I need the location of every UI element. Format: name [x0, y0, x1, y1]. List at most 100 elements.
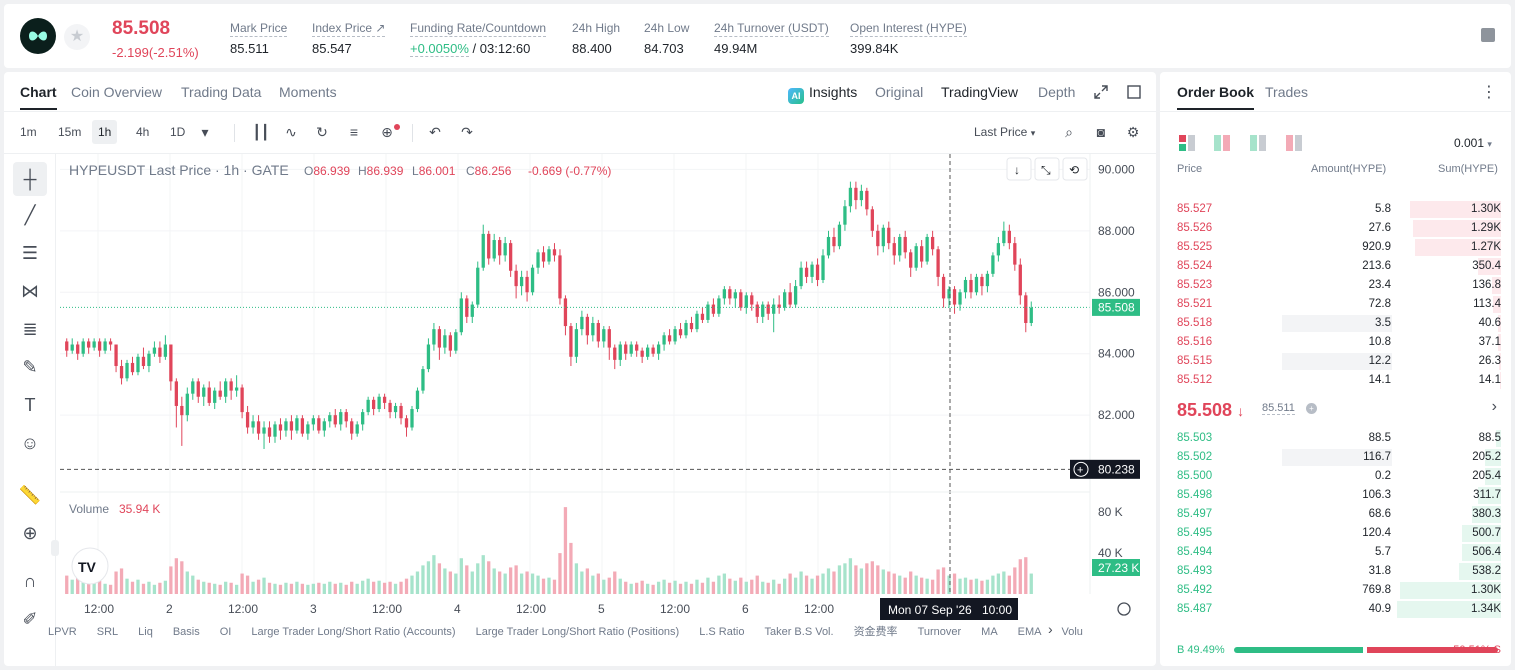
tradingview-logo[interactable]	[71, 547, 109, 585]
expand-icon[interactable]	[1094, 85, 1108, 99]
view-bids-icon[interactable]	[1250, 135, 1266, 151]
fib-icon[interactable]: ≣	[22, 319, 38, 339]
bid-row[interactable]: 85.502 116.7 205.2	[1160, 448, 1511, 467]
pattern-icon[interactable]: ⋈	[21, 281, 39, 301]
indicator-icon[interactable]: ∿	[285, 124, 297, 140]
bid-row[interactable]: 85.500 0.2 205.4	[1160, 467, 1511, 486]
tab-trading-data[interactable]: Trading Data	[181, 84, 262, 100]
funding-rate-value[interactable]: +0.0050%	[410, 41, 469, 57]
restore-pane-button[interactable]	[1062, 157, 1088, 181]
timeframe-1h[interactable]: 1h	[92, 120, 118, 144]
tab-coin-overview[interactable]: Coin Overview	[71, 84, 163, 100]
indicator-toggle[interactable]: LPVR	[48, 626, 77, 638]
collapse-legend-button[interactable]	[1006, 157, 1032, 181]
ask-row[interactable]: 85.521 72.8 113.4	[1160, 295, 1511, 314]
indicator-toggle[interactable]: 资金费率	[853, 626, 898, 638]
precision-select[interactable]: 0.001 ▾	[1454, 136, 1492, 150]
ask-row[interactable]: 85.527 5.8 1.30K	[1160, 200, 1511, 219]
chevron-right-icon[interactable]: ›	[1048, 621, 1053, 637]
tab-depth[interactable]: Depth	[1038, 84, 1076, 100]
indicator-toggle[interactable]: Basis	[172, 626, 200, 638]
ask-row[interactable]: 85.525 920.9 1.27K	[1160, 238, 1511, 257]
stat-label[interactable]: Mark Price	[230, 21, 288, 37]
chart-settings-icon[interactable]	[1117, 602, 1131, 616]
bid-row[interactable]: 85.503 88.5 88.5	[1160, 429, 1511, 448]
tab-moments[interactable]: Moments	[279, 84, 337, 100]
indicator-toggle[interactable]: Taker B.S Vol.	[764, 626, 834, 638]
indicator-toggle[interactable]: EMA	[1017, 626, 1042, 638]
bid-row[interactable]: 85.498 106.3 311.7	[1160, 486, 1511, 505]
horizontal-lines-icon[interactable]: ☰	[21, 243, 39, 263]
price-source-select[interactable]: Last Price ▾	[974, 125, 1035, 139]
indicator-toggle[interactable]: L.S Ratio	[699, 626, 745, 638]
ask-row[interactable]: 85.524 213.6 350.4	[1160, 257, 1511, 276]
more-options-icon[interactable]: ⋮	[1481, 84, 1497, 101]
emoji-icon[interactable]: ☺	[20, 433, 40, 453]
magnet-icon[interactable]: ∩	[23, 571, 37, 591]
indicator-toggle[interactable]: Volu	[1061, 626, 1083, 638]
settings-gear-icon[interactable]: ⚙	[1126, 124, 1140, 140]
timeframe-1d[interactable]: 1D	[170, 125, 186, 139]
bid-row[interactable]: 85.492 769.8 1.30K	[1160, 581, 1511, 600]
maximize-pane-button[interactable]	[1034, 157, 1060, 181]
stat-label[interactable]: Open Interest (HYPE)	[850, 21, 967, 37]
indicator-toggle[interactable]: Large Trader Long/Short Ratio (Accounts)	[251, 626, 456, 638]
text-icon[interactable]: T	[24, 395, 36, 415]
view-both-icon[interactable]	[1179, 135, 1195, 151]
ask-row[interactable]: 85.515 12.2 26.3	[1160, 352, 1511, 371]
undo-icon[interactable]: ↶	[429, 124, 441, 140]
chevron-down-icon[interactable]: ▾	[201, 124, 209, 140]
ask-row[interactable]: 85.526 27.6 1.29K	[1160, 219, 1511, 238]
template-icon[interactable]: ≡	[349, 124, 359, 140]
add-alert-icon[interactable]: ⊕	[381, 124, 393, 140]
camera-icon[interactable]: ◙	[1096, 124, 1106, 140]
book-icon[interactable]	[1481, 28, 1495, 42]
stat-label[interactable]: Funding Rate/Countdown	[410, 21, 547, 37]
stat-label[interactable]: Index Price ↗	[312, 21, 386, 37]
ask-row[interactable]: 85.518 3.5 40.6	[1160, 314, 1511, 333]
ask-row[interactable]: 85.512 14.1 14.1	[1160, 371, 1511, 390]
search-icon[interactable]: ⌕	[1065, 124, 1073, 140]
tab-tradingview[interactable]: TradingView	[941, 84, 1019, 100]
price-chart[interactable]: HYPEUSDT Last Price · 1h · GATE O86.939 H…	[4, 72, 1156, 666]
ask-row[interactable]: 85.523 23.4 136.8	[1160, 276, 1511, 295]
indicator-toggle[interactable]: Large Trader Long/Short Ratio (Positions…	[475, 626, 680, 638]
mid-price[interactable]: 85.508 ↓	[1177, 400, 1244, 421]
window-icon[interactable]	[1127, 85, 1141, 99]
stat-label[interactable]: 24h Turnover (USDT)	[714, 21, 829, 37]
trendline-icon[interactable]: ╱	[24, 205, 36, 225]
timeframe-4h[interactable]: 4h	[136, 125, 150, 139]
view-asks-icon[interactable]	[1286, 135, 1302, 151]
candle-type-icon[interactable]: ┃┃	[252, 124, 270, 140]
indicator-toggle[interactable]: Turnover	[917, 626, 962, 638]
view-split-icon[interactable]	[1214, 135, 1230, 151]
indicator-toggle[interactable]: MA	[981, 626, 998, 638]
tab-chart[interactable]: Chart	[20, 84, 57, 110]
indicator-toggle[interactable]: SRL	[96, 626, 119, 638]
redo-icon[interactable]: ↷	[461, 124, 473, 140]
timeframe-15m[interactable]: 15m	[58, 125, 82, 139]
bid-row[interactable]: 85.497 68.6 380.3	[1160, 505, 1511, 524]
bid-row[interactable]: 85.494 5.7 506.4	[1160, 543, 1511, 562]
indicator-toggle[interactable]: Liq	[138, 626, 153, 638]
ask-row[interactable]: 85.516 10.8 37.1	[1160, 333, 1511, 352]
zoom-in-icon[interactable]: ⊕	[22, 523, 38, 543]
favorite-star-icon[interactable]: ★	[64, 24, 90, 50]
tab-original[interactable]: Original	[875, 84, 924, 100]
tab-insights[interactable]: AI Insights	[788, 84, 857, 104]
tab-trades[interactable]: Trades	[1265, 84, 1309, 100]
ruler-icon[interactable]: 📏	[18, 485, 42, 505]
bid-row[interactable]: 85.495 120.4 500.7	[1160, 524, 1511, 543]
replay-icon[interactable]: ↻	[316, 124, 328, 140]
indicator-toggle[interactable]: OI	[219, 626, 232, 638]
pencil-lock-icon[interactable]: ✐	[22, 609, 38, 629]
collapse-toolbar-handle[interactable]	[51, 540, 59, 556]
brush-icon[interactable]: ✎	[22, 357, 38, 377]
timeframe-1m[interactable]: 1m	[20, 125, 37, 139]
tab-order-book[interactable]: Order Book	[1177, 84, 1255, 110]
bid-row[interactable]: 85.493 31.8 538.2	[1160, 562, 1511, 581]
chevron-right-icon[interactable]: ›	[1491, 398, 1497, 415]
crosshair-icon[interactable]: ┼	[13, 162, 47, 196]
add-plus-icon[interactable]	[1073, 461, 1089, 477]
bid-row[interactable]: 85.487 40.9 1.34K	[1160, 600, 1511, 619]
